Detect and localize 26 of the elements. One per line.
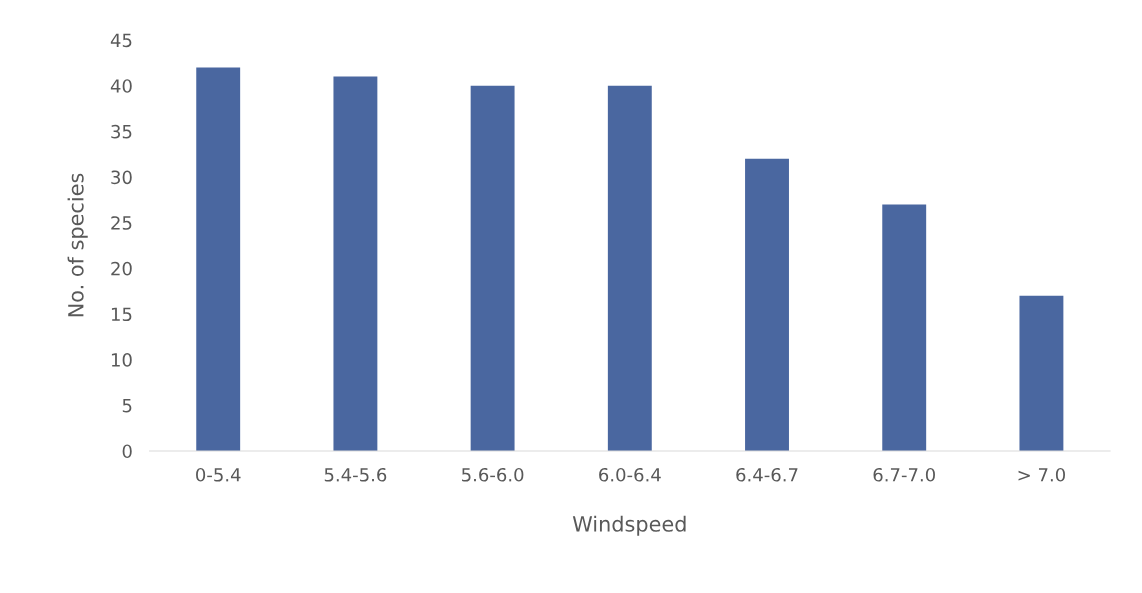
y-tick-label: 15 [111,307,132,322]
x-tick-label: 5.6-6.0 [462,467,524,482]
x-axis-title: Windspeed [572,515,686,536]
bar [470,85,515,451]
y-tick-label: 30 [111,170,132,185]
bar [882,204,927,451]
y-axis-title: No. of species [67,173,88,317]
bar [607,85,652,451]
bar [1019,295,1064,451]
y-tick-label: 10 [111,353,132,367]
x-tick-label: > 7.0 [1018,467,1066,482]
y-tick-label: 0 [122,444,132,459]
bar [333,76,378,451]
x-tick-label: 6.0-6.4 [599,467,661,482]
x-tick-label: 6.7-7.0 [873,467,935,482]
bar [745,158,789,451]
y-tick-label: 45 [110,33,132,48]
y-tick-label: 5 [122,399,132,413]
y-tick-label: 20 [111,261,132,276]
y-tick-label: 25 [111,216,132,230]
bar [196,67,241,451]
y-tick-label: 40 [110,79,132,93]
x-tick-label: 6.4-6.7 [736,467,798,482]
y-tick-label: 35 [111,124,132,139]
x-tick-label: 5.4-5.6 [324,467,387,482]
x-tick-label: 0-5.4 [196,467,241,482]
